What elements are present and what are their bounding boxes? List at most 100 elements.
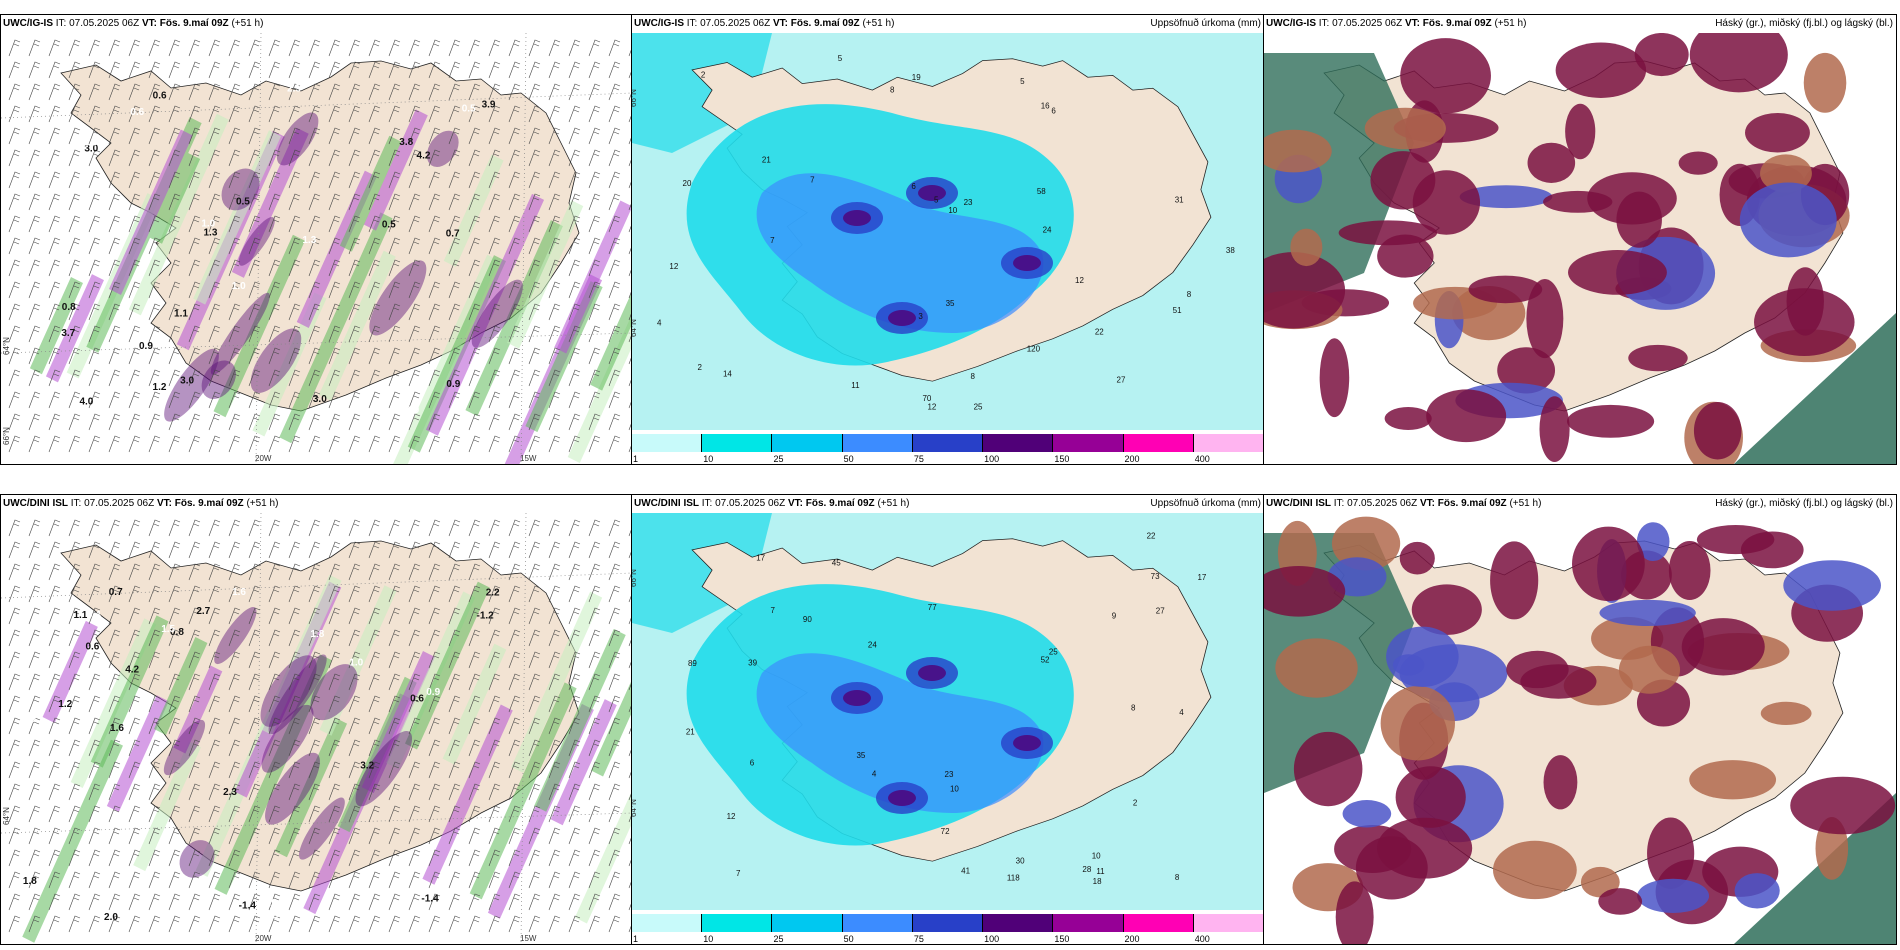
- wind-barb: [108, 761, 121, 779]
- wind-barb: [28, 541, 41, 559]
- wind-barb: [8, 303, 21, 321]
- wind-barb: [428, 805, 441, 823]
- precip-rate-label: 1.5: [161, 624, 175, 635]
- wind-barb: [28, 325, 41, 343]
- accum-value-label: 45: [832, 558, 841, 567]
- wind-barb: [288, 171, 301, 189]
- wind-barb: [108, 105, 121, 123]
- accum-value-label: 2: [701, 71, 706, 80]
- wind-barb: [448, 761, 461, 779]
- wind-barb: [308, 149, 321, 167]
- cloud-blob: [1637, 878, 1710, 913]
- wind-barb: [128, 127, 141, 145]
- wind-barb: [348, 149, 361, 167]
- precip-rate-label: 4.2: [417, 151, 431, 162]
- wind-barb: [368, 61, 381, 79]
- wind-barb: [128, 259, 141, 277]
- wind-barb: [188, 519, 201, 537]
- wind-barb: [248, 915, 261, 933]
- wind-barb: [8, 739, 21, 757]
- wind-barb: [508, 739, 521, 757]
- wind-barb: [168, 607, 181, 625]
- wind-barb: [308, 673, 321, 691]
- wind-barb: [368, 105, 381, 123]
- wind-barb: [288, 761, 301, 779]
- wind-barb: [588, 61, 601, 79]
- accum-value-label: 27: [1117, 375, 1126, 384]
- wind-barb: [168, 413, 181, 431]
- wind-barb: [568, 607, 581, 625]
- panel-bottom-cloud: UWC/DINI ISL IT: 07.05.2025 06Z VT: Fös.…: [1263, 494, 1897, 945]
- wind-barb: [368, 435, 381, 453]
- wind-barb: [408, 915, 421, 933]
- wind-barb: [448, 805, 461, 823]
- wind-barb: [588, 739, 601, 757]
- wind-barb: [328, 259, 341, 277]
- wind-barb: [468, 127, 481, 145]
- wind-barb: [548, 541, 561, 559]
- lat-label-64: 64°N: [631, 319, 638, 337]
- wind-barb: [28, 281, 41, 299]
- wind-barb: [388, 171, 401, 189]
- wind-barb: [28, 391, 41, 409]
- wind-barb: [48, 607, 61, 625]
- wind-barb: [268, 413, 281, 431]
- precip-rate-label: 1.0: [201, 219, 215, 230]
- wind-barb: [548, 413, 561, 431]
- wind-barb: [588, 915, 601, 933]
- wind-barb: [228, 563, 241, 581]
- wind-barb: [88, 435, 101, 453]
- wind-barb: [388, 739, 401, 757]
- precip-rate-label: 0.5: [462, 103, 476, 114]
- wind-barb: [128, 695, 141, 713]
- wind-barb: [568, 325, 581, 343]
- precip-rate-label: 1.6: [232, 587, 246, 598]
- accum-value-label: 23: [945, 770, 954, 779]
- wind-barb: [28, 171, 41, 189]
- wind-barb: [588, 369, 601, 387]
- wind-barb: [428, 893, 441, 911]
- lat-label-66: 66°N: [631, 569, 638, 587]
- wind-barb: [128, 739, 141, 757]
- wind-barb: [368, 673, 381, 691]
- wind-barb: [128, 519, 141, 537]
- wind-barb: [68, 83, 81, 101]
- wind-barb: [108, 259, 121, 277]
- wind-barb: [248, 563, 261, 581]
- precip-core: [201, 360, 236, 400]
- accum-value-label: 20: [683, 179, 692, 188]
- wind-barb: [528, 39, 541, 57]
- wind-barb: [168, 805, 181, 823]
- accum-value-label: 7: [810, 175, 815, 184]
- wind-barb: [68, 695, 81, 713]
- wind-barb: [368, 347, 381, 365]
- precip-core: [164, 348, 219, 422]
- wind-barb: [108, 541, 121, 559]
- wind-barb: [568, 347, 581, 365]
- wind-barb: [148, 127, 161, 145]
- wind-barb: [328, 149, 341, 167]
- wind-barb: [8, 171, 21, 189]
- wind-barb: [368, 607, 381, 625]
- wind-barb: [588, 127, 601, 145]
- wind-barb: [228, 651, 241, 669]
- precip-rate-label: 1.3: [302, 235, 316, 246]
- wind-barb: [248, 215, 261, 233]
- wind-barb: [528, 893, 541, 911]
- accum-value-label: 77: [928, 603, 937, 612]
- precip-core: [221, 168, 260, 211]
- accum-value-label: 17: [756, 554, 765, 563]
- wind-barb: [348, 325, 361, 343]
- wind-barb: [448, 827, 461, 845]
- wind-barb: [368, 717, 381, 735]
- wind-barb: [568, 893, 581, 911]
- precip-rate-label: 0.7: [446, 228, 460, 239]
- precip-streak: [106, 695, 169, 813]
- accum-value-label: 51: [1173, 306, 1182, 315]
- wind-barb: [408, 303, 421, 321]
- wind-barb: [528, 673, 541, 691]
- wind-barb: [468, 171, 481, 189]
- accum-value-label: 19: [912, 73, 921, 82]
- wind-barb: [548, 893, 561, 911]
- precip-core: [299, 797, 345, 860]
